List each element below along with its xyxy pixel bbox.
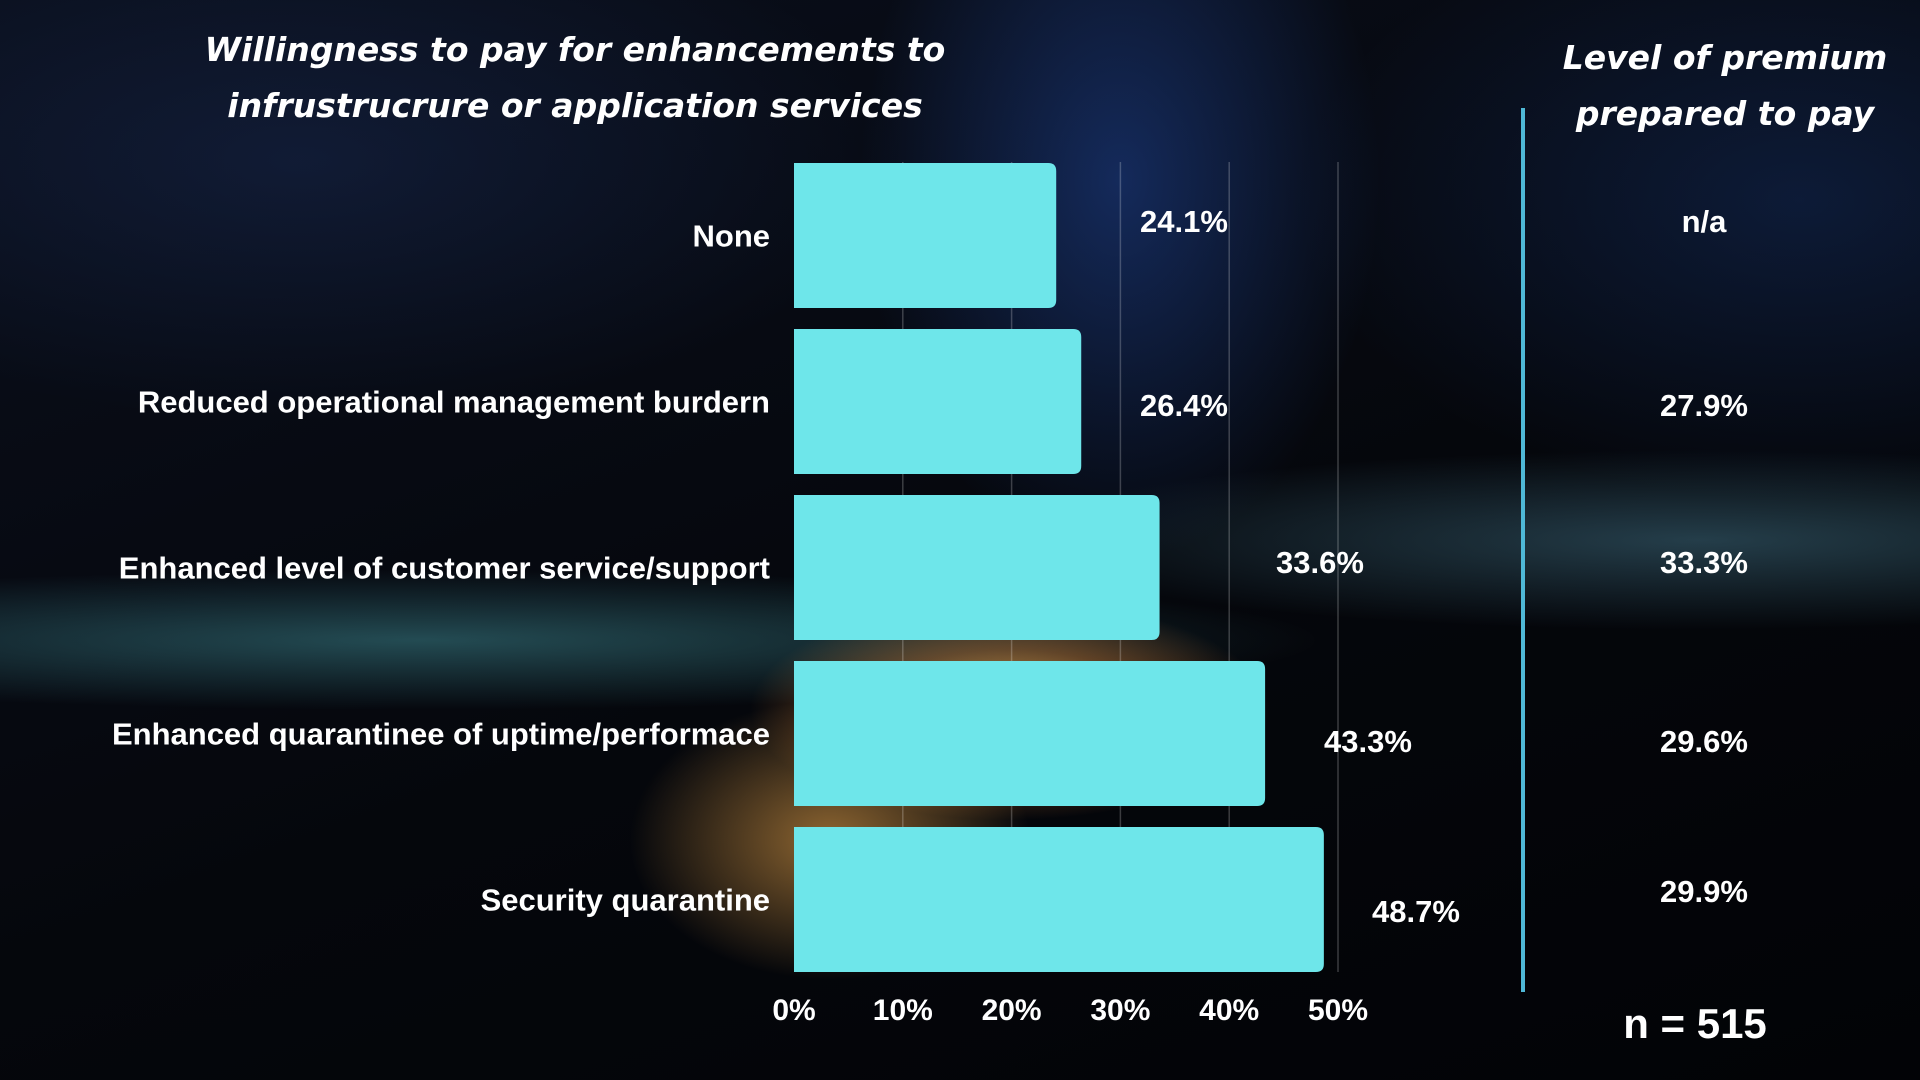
- x-tick-label: 0%: [772, 994, 815, 1027]
- chart-title: Willingness to pay for enhancements to i…: [204, 30, 946, 125]
- data-label: 48.7%: [1372, 894, 1460, 929]
- premium-value: n/a: [1682, 204, 1728, 239]
- data-label: 33.6%: [1276, 545, 1364, 580]
- category-label: Security quarantine: [481, 883, 770, 918]
- bar: [794, 329, 1082, 474]
- data-label: 24.1%: [1140, 204, 1228, 239]
- bar: [794, 827, 1324, 972]
- category-label: None: [693, 219, 771, 254]
- data-label: 26.4%: [1140, 388, 1228, 423]
- x-tick-label: 50%: [1308, 994, 1368, 1027]
- bar: [794, 661, 1266, 806]
- x-tick-label: 10%: [873, 994, 933, 1027]
- premium-value: 29.6%: [1660, 724, 1748, 759]
- bar: [794, 163, 1057, 308]
- data-label: 43.3%: [1324, 724, 1412, 759]
- category-label: Enhanced quarantinee of uptime/performac…: [112, 717, 770, 752]
- premium-value: 29.9%: [1660, 874, 1748, 909]
- premium-value: 27.9%: [1660, 388, 1748, 423]
- x-tick-label: 30%: [1090, 994, 1150, 1027]
- premium-value: 33.3%: [1660, 545, 1748, 580]
- x-tick-label: 20%: [982, 994, 1042, 1027]
- bar: [794, 495, 1160, 640]
- sample-size-label: n = 515: [1623, 1000, 1767, 1047]
- category-label: Enhanced level of customer service/suppo…: [119, 551, 770, 586]
- x-tick-label: 40%: [1199, 994, 1259, 1027]
- category-label: Reduced operational management burdern: [138, 385, 770, 420]
- premium-column-title: Level of premium prepared to pay: [1562, 38, 1888, 133]
- column-divider: [1521, 108, 1525, 992]
